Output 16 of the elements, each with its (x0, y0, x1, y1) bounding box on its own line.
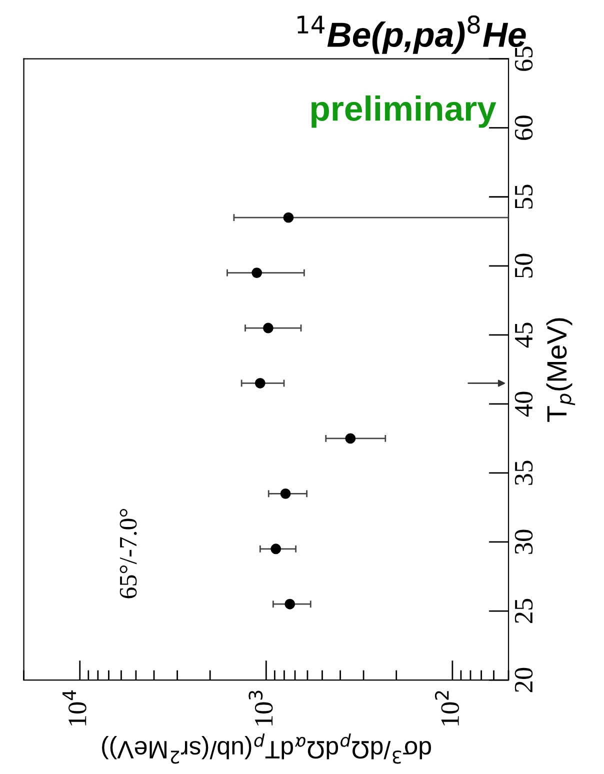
x-tick-label: 10$^{4}$ (62, 690, 86, 726)
annotation: 65°/-7.0° (120, 508, 137, 598)
y-tick-label: 45 (515, 322, 533, 348)
y-tick-label: 25 (514, 598, 533, 624)
y-tick-label: 55 (515, 184, 533, 209)
y-tick-label: 50 (514, 254, 533, 278)
y-tick-label: 60 (514, 116, 533, 140)
text: dσ$^{3}$/dΩ$_{p}$dΩ$_{α}$dT$_{p}$(ub/(sr$^{2}$MeV)) (102, 733, 431, 764)
y-tick-label: 30 (514, 530, 533, 554)
y-axis-title: T$_{p}$(MeV) (546, 318, 576, 422)
x-tick-label: 10$^{3}$ (248, 690, 273, 726)
y-tick-label: 40 (514, 392, 533, 417)
y-tick-label: 20 (514, 668, 533, 692)
y-tick-label: 35 (514, 460, 533, 485)
x-tick-label: 10$^{2}$ (434, 691, 460, 726)
annotation: preliminary (311, 95, 496, 128)
